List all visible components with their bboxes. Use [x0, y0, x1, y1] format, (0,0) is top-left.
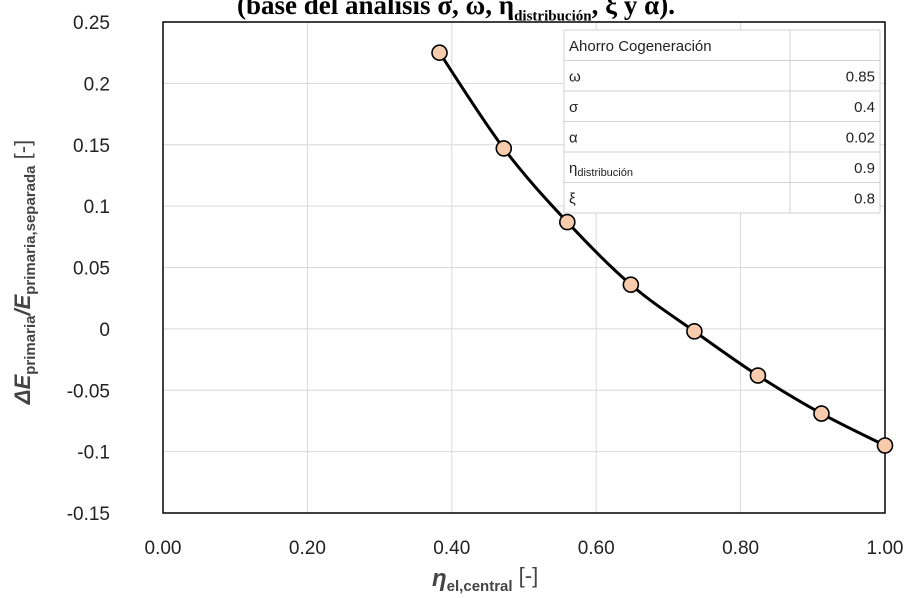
y-tick-label: 0	[99, 320, 110, 341]
x-tick-label: 0.40	[433, 538, 470, 559]
y-tick-label: -0.1	[77, 443, 110, 464]
chart-title-fragment: (base del análisis σ, ω, ηdistribución, …	[0, 0, 912, 25]
x-axis-label: ηel,central [-]	[432, 563, 538, 595]
x-tick-label: 0.20	[289, 538, 326, 559]
table-row-value: 0.85	[846, 69, 875, 86]
y-tick-label: 0.1	[84, 197, 110, 218]
data-point-marker	[749, 367, 767, 384]
table-row-label: σ	[569, 99, 579, 116]
data-point-marker	[686, 323, 703, 340]
data-point-marker	[431, 44, 448, 61]
chart-title-lead: (base del análisis σ, ω, η	[237, 0, 515, 20]
table-row-value: 0.4	[854, 99, 875, 116]
plot-area-frame	[162, 21, 886, 514]
data-point-marker	[559, 213, 576, 231]
table-grid-lines	[563, 29, 881, 214]
table-row-value: 0.8	[854, 191, 875, 208]
x-tick-label: 0.60	[578, 538, 615, 559]
table-row-value: 0.02	[846, 130, 875, 147]
x-tick-label: 0.80	[722, 538, 759, 559]
y-tick-labels: 0.25 0.2 0.15 0.1 0.05 0 -0.05 -0.1 -0.15	[67, 13, 110, 525]
chart-title-subscript: distribución	[514, 8, 592, 25]
series-markers	[431, 44, 894, 454]
y-tick-label: -0.05	[67, 381, 110, 402]
y-tick-label: 0.05	[73, 259, 110, 280]
chart-title-tail: , ξ y α).	[591, 0, 675, 20]
y-axis-label: ΔEprimaria/Eprimaria,separada [-]	[10, 140, 39, 405]
table-header: Ahorro Cogeneración	[569, 38, 712, 55]
data-point-marker	[813, 405, 830, 422]
data-point-marker	[876, 437, 894, 454]
table-row-value: 0.9	[854, 160, 875, 177]
table-row-label: α	[569, 130, 578, 147]
x-tick-label: 1.00	[867, 538, 904, 559]
y-tick-label: -0.15	[67, 504, 110, 525]
data-point-marker	[622, 276, 640, 293]
data-point-marker	[495, 140, 513, 157]
y-tick-label: 0.15	[73, 136, 110, 157]
y-tick-label: 0.2	[84, 74, 110, 95]
table-row-label: ω	[569, 69, 581, 86]
table-row-label: ξ	[569, 191, 576, 208]
x-tick-label: 0.00	[145, 538, 182, 559]
parameters-table: Ahorro Cogeneración ω 0.85σ 0.4α 0.02ηdistr…	[563, 29, 881, 214]
x-tick-labels: 0.00 0.20 0.40 0.60 0.80 1.00	[145, 538, 904, 559]
y-tick-label: 0.25	[73, 13, 110, 34]
